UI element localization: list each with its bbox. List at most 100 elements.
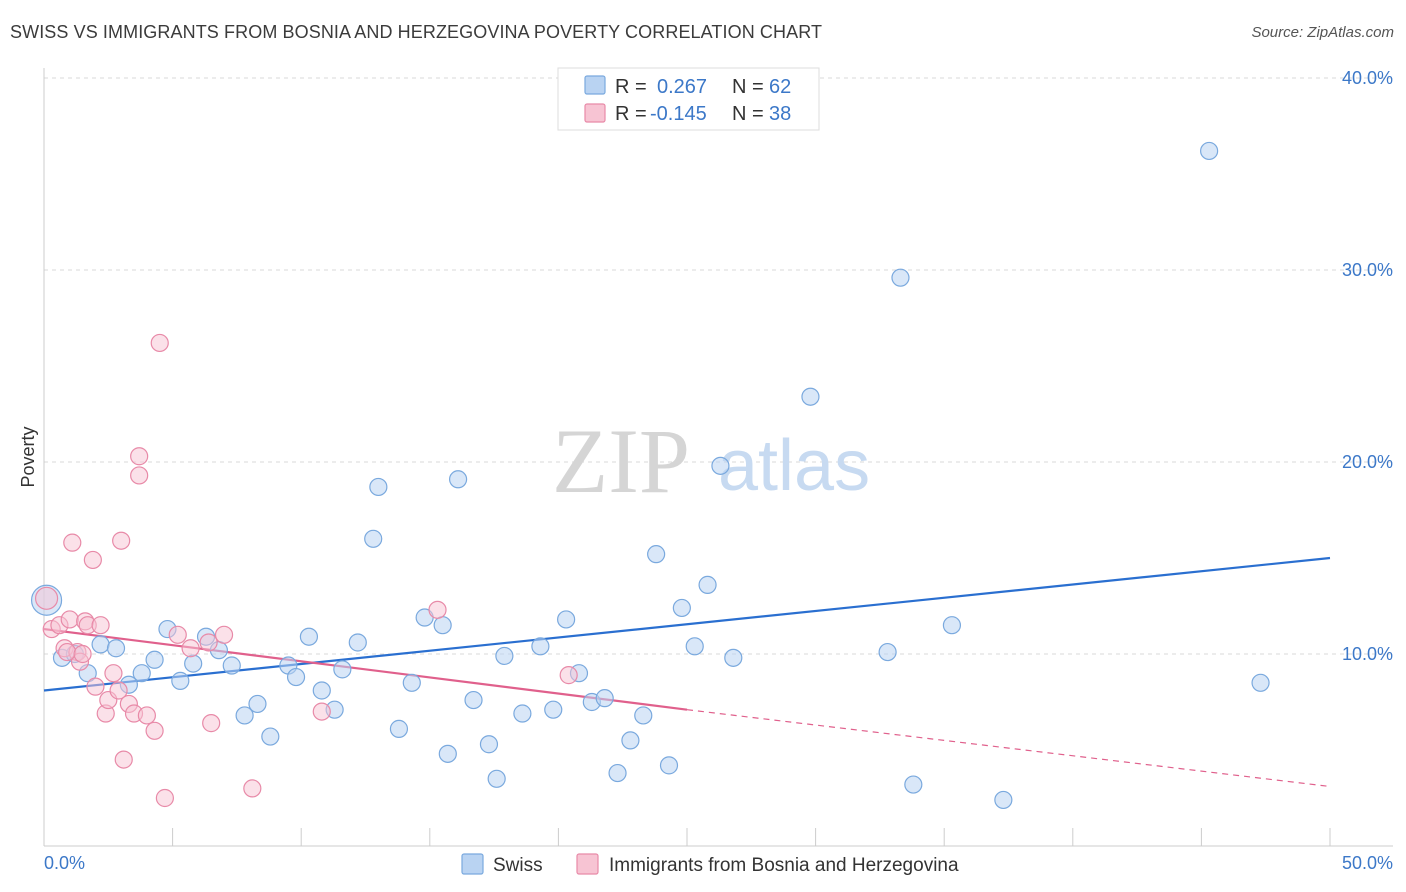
y-tick-label: 30.0%: [1342, 260, 1393, 280]
swiss-point: [222, 656, 241, 675]
legend-swiss-r-label: R =: [615, 76, 647, 98]
swiss-point: [171, 671, 190, 690]
swiss-point: [904, 775, 923, 794]
bosnia-point: [137, 706, 156, 725]
bosnia-point: [58, 642, 77, 662]
swiss-point: [891, 268, 910, 287]
swiss-point: [698, 575, 717, 594]
bosnia-trend-extension: [686, 709, 1331, 788]
bosnia-point: [202, 714, 221, 733]
swiss-point: [994, 790, 1013, 810]
bosnia-point: [168, 625, 187, 644]
bosnia-point: [86, 677, 105, 696]
swiss-point: [801, 387, 820, 406]
swiss-point: [402, 673, 421, 692]
swiss-point: [91, 635, 110, 654]
legend-swiss-swatch: [584, 75, 606, 95]
swiss-point: [531, 637, 550, 656]
legend-bosnia-r-label: R =: [615, 103, 647, 125]
bosnia-point: [559, 666, 578, 685]
y-tick-label: 10.0%: [1342, 644, 1393, 664]
swiss-point: [513, 704, 532, 723]
swiss-point: [1200, 141, 1219, 161]
swiss-point: [464, 690, 483, 710]
swiss-point: [106, 639, 126, 658]
bosnia-point: [155, 788, 174, 808]
swiss-point: [672, 598, 691, 618]
swiss-point: [647, 545, 666, 564]
swiss-point: [595, 689, 614, 708]
bosnia-point: [243, 779, 262, 798]
swiss-point: [544, 700, 563, 719]
watermark-zip: ZIP: [552, 410, 690, 512]
legend-bosnia-n-label: N =: [732, 103, 764, 125]
swiss-point: [479, 735, 499, 754]
bosnia-point: [150, 333, 169, 353]
bosnia-point: [214, 625, 234, 644]
series-legend-bosnia-swatch: [576, 853, 599, 875]
bosnia-point: [60, 610, 79, 629]
axes: [43, 68, 1393, 847]
bosnia-point: [312, 702, 331, 721]
watermark-atlas: atlas: [718, 426, 870, 506]
swiss-point: [495, 646, 514, 666]
y-axis-label: Poverty: [18, 426, 38, 487]
legend-swiss-n-label: N =: [732, 76, 764, 98]
bosnia-point: [114, 750, 133, 769]
legend-swiss-n-value: 62: [769, 76, 791, 98]
bosnia-point: [91, 616, 110, 635]
correlation-legend: R = 0.267 N = 62 R = -0.145 N = 38: [557, 67, 820, 131]
swiss-point: [369, 477, 388, 497]
swiss-point: [348, 633, 367, 652]
swiss-point: [132, 664, 151, 683]
x-tick-label-min: 0.0%: [44, 853, 85, 873]
swiss-point: [878, 642, 897, 662]
y-tick-label: 20.0%: [1342, 452, 1393, 472]
swiss-point: [1251, 673, 1270, 692]
legend-bosnia-n-value: 38: [769, 103, 791, 125]
bosnia-point: [63, 533, 82, 552]
x-tick-label-max: 50.0%: [1342, 853, 1393, 873]
swiss-point: [389, 719, 409, 738]
bosnia-point: [199, 633, 218, 652]
series-bosnia-points: [34, 333, 578, 808]
swiss-point: [942, 616, 962, 635]
swiss-point: [448, 470, 468, 489]
swiss-point: [286, 667, 306, 687]
swiss-point: [438, 744, 457, 763]
swiss-point: [724, 648, 743, 667]
y-tick-labels: 10.0% 20.0% 30.0% 40.0%: [1342, 68, 1393, 664]
bosnia-point: [428, 600, 447, 619]
bosnia-point: [109, 681, 128, 700]
chart-source: Source: ZipAtlas.com: [1251, 24, 1394, 41]
swiss-point: [608, 763, 627, 783]
swiss-point: [184, 654, 203, 673]
swiss-point: [659, 756, 679, 775]
legend-bosnia-swatch: [584, 103, 606, 123]
swiss-trend-line: [43, 556, 1331, 692]
grid-lines: [44, 77, 1393, 655]
series-legend-swiss-label: Swiss: [493, 855, 543, 876]
trend-lines: [43, 556, 1331, 788]
swiss-point: [487, 769, 506, 788]
bosnia-point: [130, 447, 149, 466]
chart-title: SWISS VS IMMIGRANTS FROM BOSNIA AND HERZ…: [10, 22, 823, 42]
bosnia-point: [181, 639, 200, 658]
swiss-point: [557, 610, 576, 629]
swiss-point: [621, 731, 640, 750]
swiss-point: [685, 637, 704, 656]
series-legend-bosnia-label: Immigrants from Bosnia and Herzegovina: [609, 855, 959, 876]
swiss-point: [299, 627, 319, 646]
series-legend: Swiss Immigrants from Bosnia and Herzego…: [461, 853, 959, 876]
watermark: ZIP atlas: [552, 410, 870, 512]
bosnia-point: [130, 466, 149, 485]
bosnia-point: [104, 664, 123, 683]
swiss-point: [333, 660, 352, 679]
legend-swiss-r-value: 0.267: [657, 76, 707, 98]
bosnia-point: [34, 586, 59, 610]
swiss-point: [312, 681, 331, 700]
bosnia-point: [145, 721, 164, 740]
swiss-point: [145, 650, 164, 669]
swiss-point: [364, 529, 383, 548]
